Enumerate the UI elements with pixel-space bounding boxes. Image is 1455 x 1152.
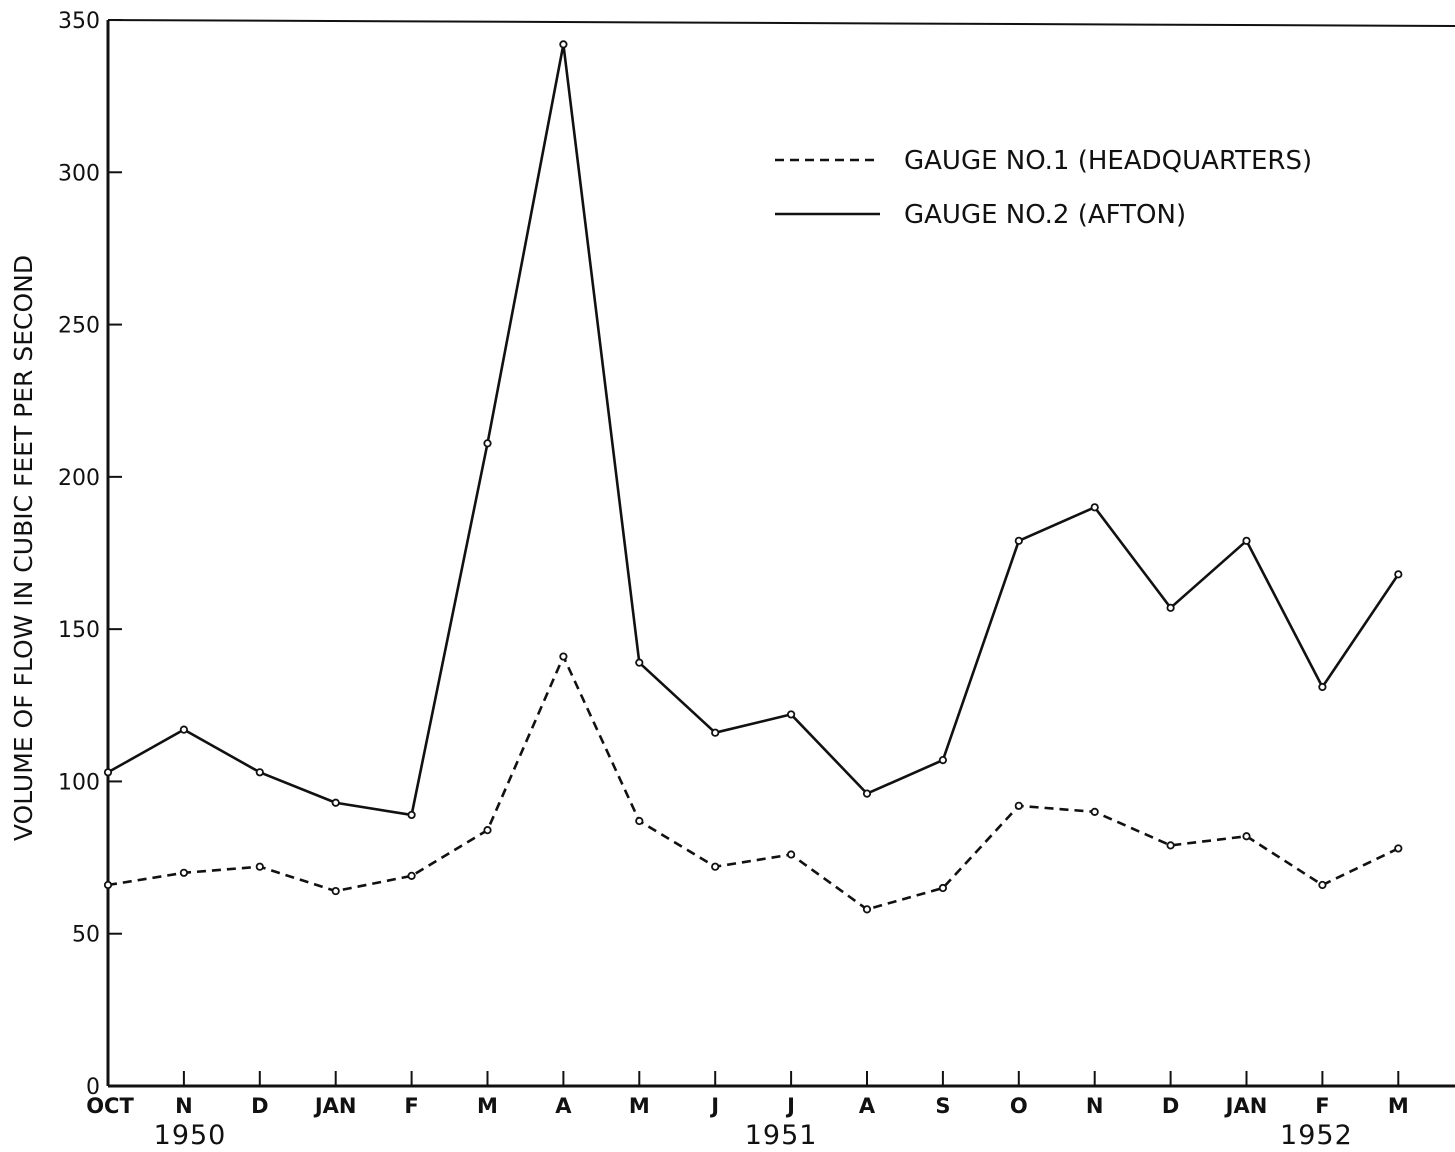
data-point bbox=[786, 710, 796, 719]
x-tick-label: F bbox=[404, 1094, 418, 1118]
data-point bbox=[559, 40, 568, 49]
data-point bbox=[559, 652, 568, 661]
data-point bbox=[1318, 682, 1327, 692]
data-point bbox=[483, 439, 492, 448]
y-tick-label: 300 bbox=[58, 161, 100, 186]
y-ticks: 0 50 100 150 200 250 300 350 bbox=[58, 9, 122, 1100]
data-point bbox=[103, 768, 113, 777]
axes bbox=[106, 19, 1455, 1088]
series-line-1 bbox=[107, 655, 1399, 911]
x-tick-label: D bbox=[1162, 1094, 1179, 1118]
top-frame-line bbox=[107, 19, 1455, 27]
data-point bbox=[1242, 536, 1251, 545]
y-tick-label: 150 bbox=[58, 618, 100, 643]
x-tick-label: S bbox=[935, 1094, 950, 1118]
data-point bbox=[1090, 503, 1099, 512]
x-tick-label: M bbox=[1388, 1094, 1409, 1118]
x-tick-label: A bbox=[555, 1094, 572, 1118]
series-layer bbox=[103, 40, 1403, 914]
data-point bbox=[1166, 603, 1175, 612]
year-label: 1952 bbox=[1280, 1120, 1353, 1151]
x-tick-label: F bbox=[1315, 1094, 1329, 1118]
legend-label-2: GAUGE NO.2 (AFTON) bbox=[904, 200, 1186, 230]
data-point bbox=[938, 883, 948, 893]
y-axis-label: VOLUME OF FLOW IN CUBIC FEET PER SECOND bbox=[9, 255, 38, 841]
year-labels: 1950 1951 1952 bbox=[154, 1120, 1353, 1151]
data-point bbox=[711, 728, 720, 737]
x-tick-label: D bbox=[251, 1094, 268, 1118]
data-point bbox=[179, 725, 188, 734]
y-tick-label: 0 bbox=[86, 1075, 100, 1100]
data-point bbox=[1394, 570, 1403, 579]
data-point bbox=[407, 871, 416, 880]
data-point bbox=[862, 789, 872, 798]
data-point bbox=[1394, 844, 1403, 853]
x-tick-label: J bbox=[785, 1094, 795, 1118]
data-point bbox=[711, 862, 720, 871]
data-point bbox=[938, 756, 948, 765]
x-tick-label: A bbox=[859, 1094, 876, 1118]
data-point bbox=[1166, 841, 1175, 850]
data-point bbox=[179, 868, 188, 877]
y-tick-label: 50 bbox=[72, 923, 100, 948]
data-point bbox=[862, 905, 872, 914]
x-tick-label: OCT bbox=[86, 1094, 134, 1118]
data-point bbox=[255, 862, 264, 871]
y-tick-label: 350 bbox=[58, 9, 100, 34]
data-point bbox=[635, 816, 644, 826]
data-point bbox=[1014, 801, 1023, 810]
legend: GAUGE NO.1 (HEADQUARTERS) GAUGE NO.2 (AFT… bbox=[775, 146, 1312, 230]
data-point bbox=[255, 768, 264, 777]
y-tick-label: 200 bbox=[58, 466, 100, 491]
x-tick-label: M bbox=[477, 1094, 498, 1118]
data-point bbox=[1242, 832, 1251, 841]
x-tick-label: N bbox=[1086, 1094, 1104, 1118]
x-tick-label: JAN bbox=[1224, 1094, 1268, 1118]
data-point bbox=[786, 850, 796, 859]
data-point bbox=[1014, 536, 1023, 545]
data-point bbox=[407, 810, 416, 820]
x-tick-label: O bbox=[1010, 1094, 1028, 1118]
data-point bbox=[331, 798, 340, 807]
year-label: 1950 bbox=[154, 1120, 227, 1151]
data-point bbox=[1090, 807, 1099, 816]
x-ticks: OCT N D JAN F M A M J J A S O N D JAN F M bbox=[86, 1071, 1409, 1118]
x-tick-label: JAN bbox=[313, 1094, 357, 1118]
data-point bbox=[635, 658, 644, 667]
data-point bbox=[1318, 880, 1327, 890]
series-line-2 bbox=[107, 43, 1400, 817]
legend-label-1: GAUGE NO.1 (HEADQUARTERS) bbox=[904, 146, 1312, 176]
year-label: 1951 bbox=[745, 1120, 818, 1151]
y-tick-label: 250 bbox=[58, 314, 100, 339]
data-point bbox=[103, 880, 113, 890]
data-point bbox=[483, 826, 492, 835]
y-tick-label: 100 bbox=[58, 770, 100, 795]
x-tick-label: M bbox=[629, 1094, 650, 1118]
x-tick-label: N bbox=[175, 1094, 193, 1118]
x-tick-label: J bbox=[709, 1094, 719, 1118]
data-point bbox=[331, 886, 340, 896]
